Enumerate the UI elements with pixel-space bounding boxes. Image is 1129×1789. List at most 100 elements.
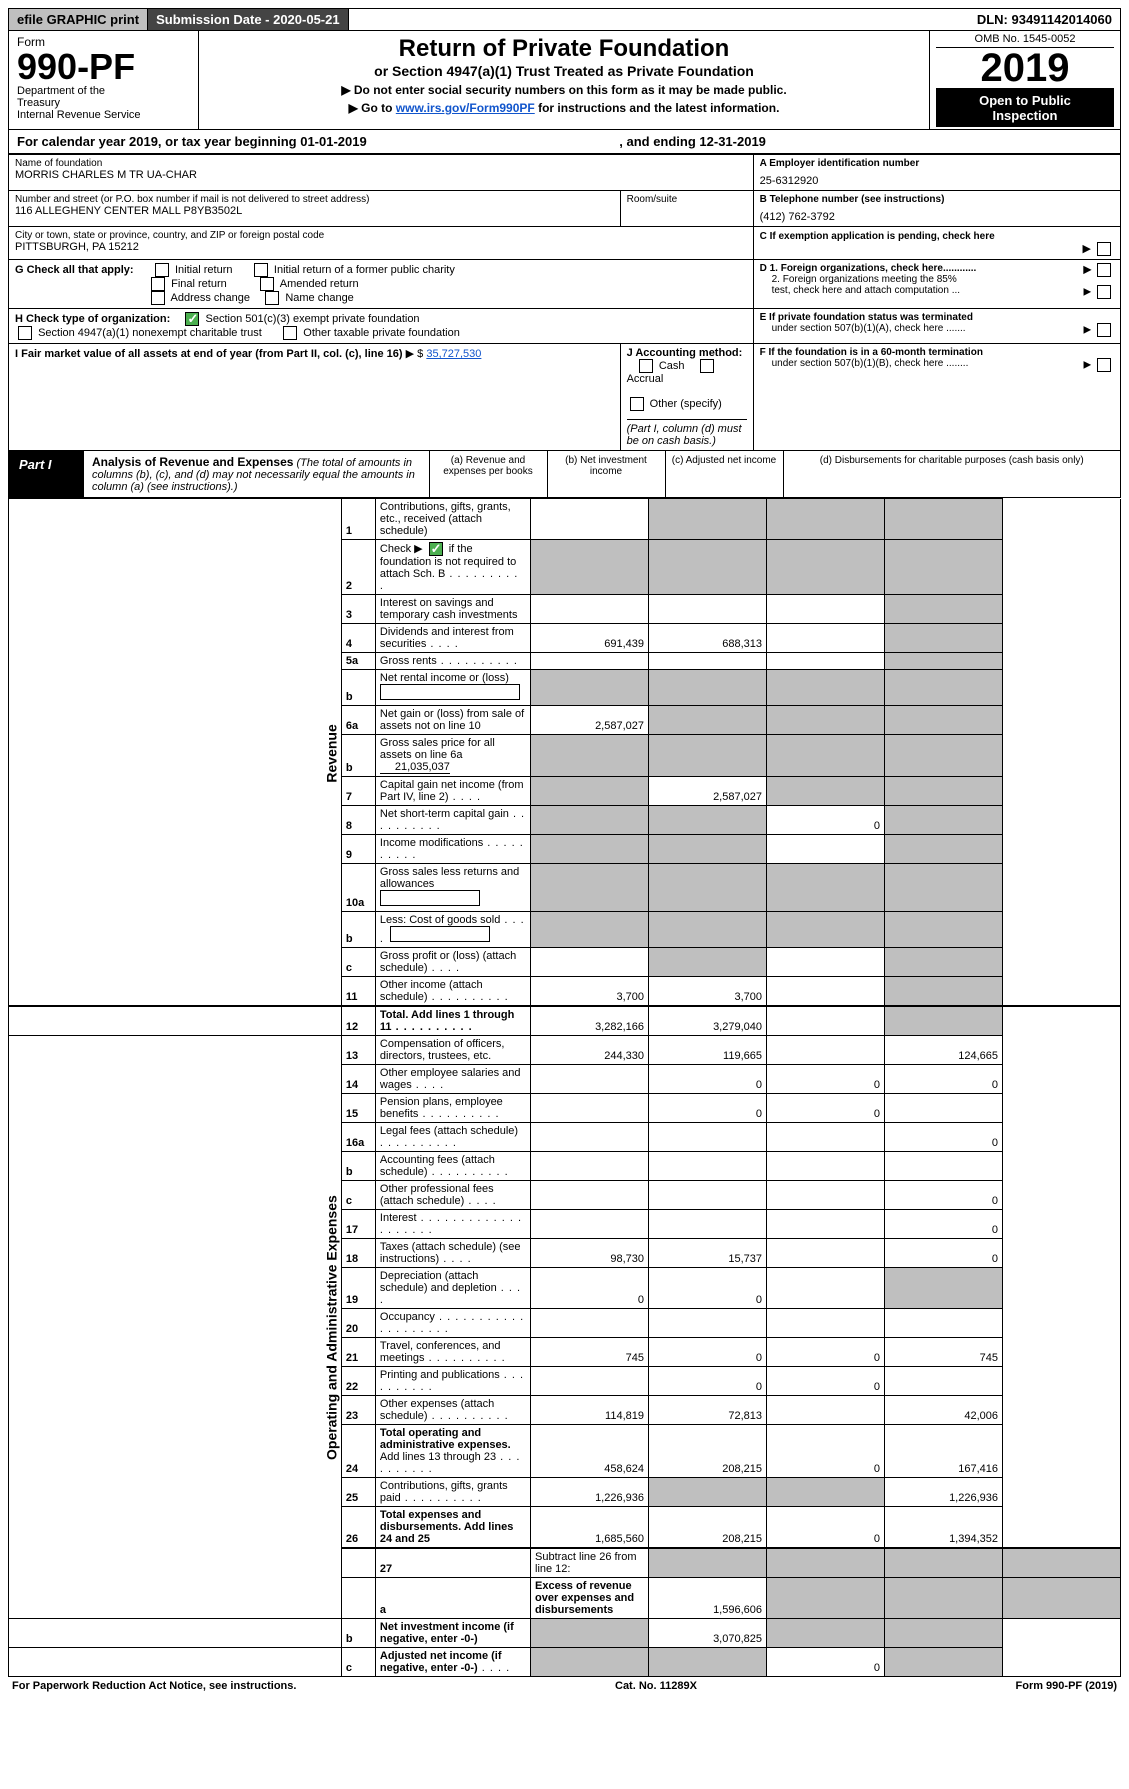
e2-label: under section 507(b)(1)(A), check here .… xyxy=(760,323,1114,334)
sch-b-checkbox[interactable] xyxy=(429,542,443,556)
city-label: City or town, state or province, country… xyxy=(15,230,747,241)
cell-value: 98,730 xyxy=(531,1239,649,1268)
row-desc: Other income (attach schedule) xyxy=(375,977,530,1007)
row-num: 26 xyxy=(341,1507,375,1549)
cell-value: 0 xyxy=(649,1367,767,1396)
cell-value: 1,394,352 xyxy=(885,1507,1003,1549)
row-num: 16a xyxy=(341,1123,375,1152)
table-row: 12 Total. Add lines 1 through 11 3,282,1… xyxy=(9,1006,1121,1036)
row-num: 20 xyxy=(341,1309,375,1338)
row-num: 14 xyxy=(341,1065,375,1094)
d1-checkbox[interactable] xyxy=(1097,263,1111,277)
d2-checkbox[interactable] xyxy=(1097,285,1111,299)
cell-value: 167,416 xyxy=(885,1425,1003,1478)
form-link[interactable]: www.irs.gov/Form990PF xyxy=(396,101,535,115)
cell-value: 15,737 xyxy=(649,1239,767,1268)
efile-print-btn[interactable]: efile GRAPHIC print xyxy=(9,9,148,30)
row-num: b xyxy=(341,1152,375,1181)
row-num: 5a xyxy=(341,653,375,670)
h-501c3: Section 501(c)(3) exempt private foundat… xyxy=(206,313,420,325)
cell-value: 0 xyxy=(649,1268,767,1309)
cell-value: 1,685,560 xyxy=(531,1507,649,1549)
cell-value: 0 xyxy=(885,1065,1003,1094)
cell-value: 3,700 xyxy=(649,977,767,1007)
h-4947: Section 4947(a)(1) nonexempt charitable … xyxy=(38,327,262,339)
expenses-section-label: Operating and Administrative Expenses xyxy=(9,1036,342,1619)
ein-value: 25-6312920 xyxy=(760,169,1114,187)
col-a-head: (a) Revenue and expenses per books xyxy=(430,451,548,497)
part1-title: Analysis of Revenue and Expenses xyxy=(92,455,293,469)
cell-value: 42,006 xyxy=(885,1396,1003,1425)
dept-line-2: Treasury xyxy=(17,97,190,109)
row-num: 23 xyxy=(341,1396,375,1425)
row-desc: Subtract line 26 from line 12: xyxy=(531,1548,649,1578)
g-amended-cb[interactable] xyxy=(260,277,274,291)
row-desc: Dividends and interest from securities xyxy=(375,624,530,653)
row-desc: Interest xyxy=(375,1210,530,1239)
cell-value: 208,215 xyxy=(649,1425,767,1478)
cell-value: 3,070,825 xyxy=(649,1619,767,1648)
row-num: 8 xyxy=(341,806,375,835)
cell-value: 745 xyxy=(531,1338,649,1367)
i-label: I Fair market value of all assets at end… xyxy=(15,348,403,360)
row-desc: Total expenses and disbursements. Add li… xyxy=(375,1507,530,1549)
cell-value: 0 xyxy=(767,1648,885,1677)
row-num: 12 xyxy=(341,1006,375,1036)
row-num: b xyxy=(341,670,375,706)
tax-year: 2019 xyxy=(936,48,1114,89)
row-num: 6a xyxy=(341,706,375,735)
row-desc: Contributions, gifts, grants paid xyxy=(375,1478,530,1507)
cell-value: 244,330 xyxy=(531,1036,649,1065)
j-accrual-cb[interactable] xyxy=(700,359,714,373)
g-final-cb[interactable] xyxy=(151,277,165,291)
cell-value: 1,226,936 xyxy=(531,1478,649,1507)
addr-label: Number and street (or P.O. box number if… xyxy=(15,194,614,205)
dept-line-1: Department of the xyxy=(17,85,190,97)
f-checkbox[interactable] xyxy=(1097,358,1111,372)
g-initial-former-cb[interactable] xyxy=(254,263,268,277)
table-row: b Net investment income (if negative, en… xyxy=(9,1619,1121,1648)
row-num: 22 xyxy=(341,1367,375,1396)
row-num: 10a xyxy=(341,864,375,912)
cell-value: 0 xyxy=(767,1094,885,1123)
j-cash-cb[interactable] xyxy=(639,359,653,373)
cell-value: 1,226,936 xyxy=(885,1478,1003,1507)
row-desc: Excess of revenue over expenses and disb… xyxy=(531,1578,649,1619)
cell-value: 0 xyxy=(767,806,885,835)
c-checkbox[interactable] xyxy=(1097,242,1111,256)
i-value-link[interactable]: 35,727,530 xyxy=(426,348,481,360)
street-address: 116 ALLEGHENY CENTER MALL P8YB3502L xyxy=(15,205,614,217)
j-other: Other (specify) xyxy=(650,398,722,410)
d1-label: D 1. Foreign organizations, check here..… xyxy=(760,263,1114,274)
g-initial-cb[interactable] xyxy=(155,263,169,277)
h-other-cb[interactable] xyxy=(283,326,297,340)
g-initial-former: Initial return of a former public charit… xyxy=(274,264,455,276)
cell-value: 3,279,040 xyxy=(649,1006,767,1036)
h-4947-cb[interactable] xyxy=(18,326,32,340)
f2-label: under section 507(b)(1)(B), check here .… xyxy=(760,358,1114,369)
row-num: 15 xyxy=(341,1094,375,1123)
part1-badge: Part I xyxy=(9,451,84,497)
note-ssn: ▶ Do not enter social security numbers o… xyxy=(209,83,919,97)
cell-value: 119,665 xyxy=(649,1036,767,1065)
row-num: 24 xyxy=(341,1425,375,1478)
submission-date: Submission Date - 2020-05-21 xyxy=(148,9,349,30)
g-addrchange-cb[interactable] xyxy=(151,291,165,305)
h-501c3-cb[interactable] xyxy=(185,312,199,326)
cal-begin: For calendar year 2019, or tax year begi… xyxy=(17,134,619,149)
row-desc: Gross sales price for all assets on line… xyxy=(375,735,530,777)
g-namechange: Name change xyxy=(285,292,354,304)
g-namechange-cb[interactable] xyxy=(265,291,279,305)
e-checkbox[interactable] xyxy=(1097,323,1111,337)
footer-right: Form 990-PF (2019) xyxy=(1016,1680,1117,1692)
form-title: Return of Private Foundation xyxy=(209,35,919,63)
inline-value: 21,035,037 xyxy=(380,761,450,774)
cell-value: 0 xyxy=(885,1210,1003,1239)
row-desc: Other employee salaries and wages xyxy=(375,1065,530,1094)
page-footer: For Paperwork Reduction Act Notice, see … xyxy=(8,1677,1121,1695)
g-final: Final return xyxy=(171,278,227,290)
cell-value: 0 xyxy=(885,1239,1003,1268)
row-desc: Other professional fees (attach schedule… xyxy=(375,1181,530,1210)
j-other-cb[interactable] xyxy=(630,397,644,411)
footer-mid: Cat. No. 11289X xyxy=(615,1680,697,1692)
